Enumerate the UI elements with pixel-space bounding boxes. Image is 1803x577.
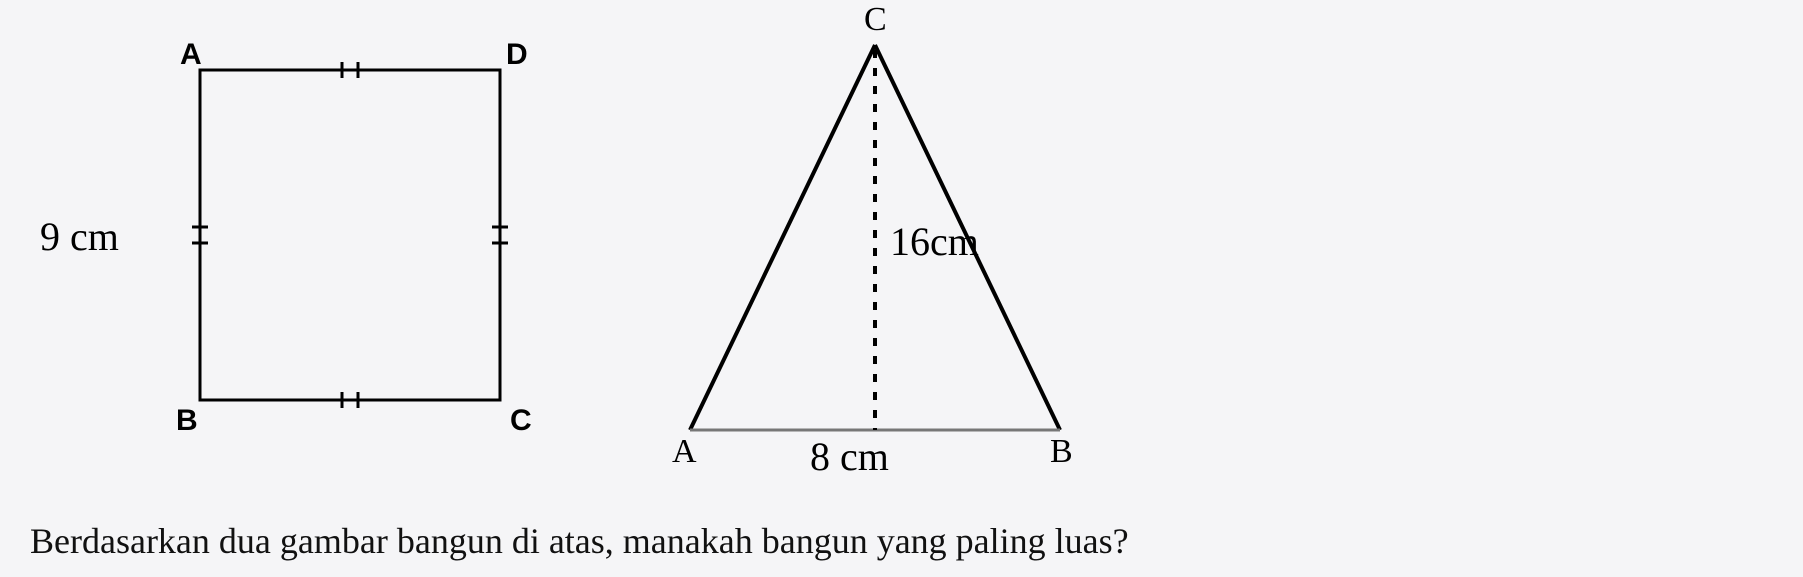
square-label-bl: B — [176, 404, 198, 437]
square-label-tl: A — [180, 38, 202, 71]
triangle-side-left — [690, 45, 875, 430]
triangle-label-apex: C — [864, 1, 887, 38]
triangle-label-bl: A — [672, 433, 697, 470]
square-figure: A D B C 9 cm — [20, 20, 580, 480]
triangle-base-text: 8 cm — [810, 434, 889, 479]
triangle-height-text: 16cm — [890, 219, 979, 264]
square-label-br: C — [510, 404, 532, 437]
square-shape — [200, 70, 500, 400]
square-side-text: 9 cm — [40, 214, 119, 259]
question-text: Berdasarkan dua gambar bangun di atas, m… — [30, 520, 1129, 562]
square-ticks — [192, 62, 508, 408]
triangle-label-br: B — [1050, 433, 1073, 470]
triangle-figure: C A B 16cm 8 cm — [620, 0, 1140, 500]
square-label-tr: D — [506, 38, 528, 71]
triangle-svg: C A B 16cm 8 cm — [620, 0, 1140, 500]
square-svg: A D B C 9 cm — [20, 20, 580, 480]
